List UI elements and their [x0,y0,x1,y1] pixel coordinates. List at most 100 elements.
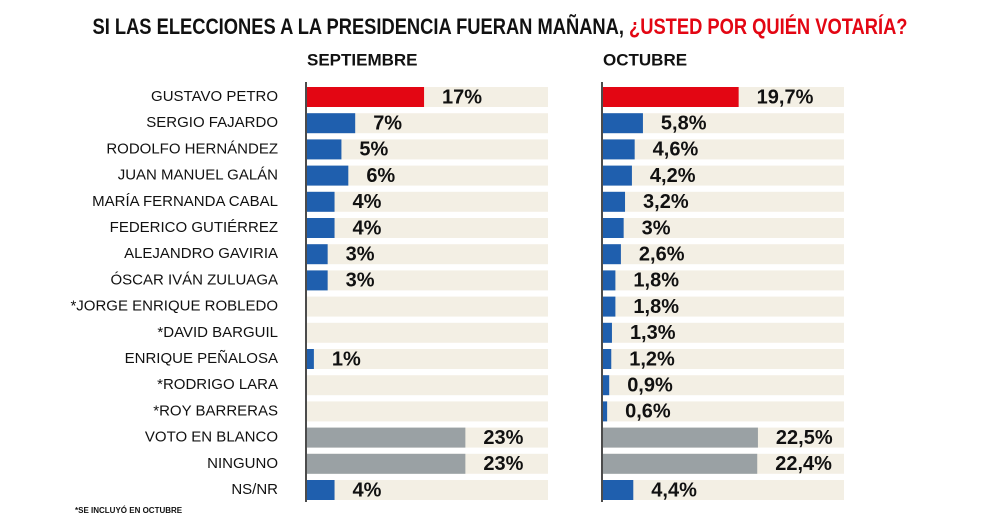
bar-track [603,165,844,186]
value-label: 7% [373,112,402,134]
bar [307,270,328,291]
bar-track [307,270,548,291]
bar-track [603,218,844,238]
value-label: 1,3% [630,322,676,344]
value-label: 1% [332,348,361,370]
value-label: 3% [346,270,375,292]
bar [307,427,466,448]
bar-track [603,375,844,396]
value-label: 4,4% [651,479,697,501]
category-label: VOTO EN BLANCO [145,429,278,446]
bar-track [307,218,548,238]
bar [307,218,335,238]
bar [603,244,621,265]
bar-track [603,296,844,317]
value-label: 1,8% [633,270,679,292]
bar-track [307,375,548,396]
bar [307,113,356,134]
bar [307,165,349,186]
bar-track [307,322,548,343]
category-label: *RODRIGO LARA [157,376,278,393]
bar [307,87,425,107]
category-label: ENRIQUE PEÑALOSA [125,350,278,367]
value-label: 0,9% [627,374,673,396]
bar-track [603,401,844,422]
category-label: MARÍA FERNANDA CABAL [92,193,278,210]
value-label: 5% [359,139,388,161]
category-label: FEDERICO GUTIÉRREZ [110,219,278,236]
bar-track [603,244,844,265]
title-text: SI LAS ELECCIONES A LA PRESIDENCIA FUERA… [93,14,630,39]
bar [307,349,314,369]
value-label: 0,6% [625,401,671,423]
bar [603,139,635,160]
bar-track [603,270,844,291]
category-label: GUSTAVO PETRO [151,88,278,105]
value-label: 4,2% [650,165,696,187]
bar [603,165,632,186]
value-label: 1,8% [633,296,679,318]
bar [307,453,466,474]
category-label: *DAVID BARGUIL [157,324,278,341]
bar [603,113,643,134]
bar-track [603,349,844,369]
bar [603,375,610,396]
bar-track [307,139,548,160]
value-label: 23% [483,427,523,449]
category-label: JUAN MANUEL GALÁN [118,167,278,184]
value-label: 3% [642,217,671,239]
chart-title: SI LAS ELECCIONES A LA PRESIDENCIA FUERA… [93,14,908,39]
bar [603,218,624,238]
category-label: ALEJANDRO GAVIRIA [124,245,278,262]
bar-track [603,322,844,343]
category-label: RODOLFO HERNÁNDEZ [106,140,278,157]
category-label: *JORGE ENRIQUE ROBLEDO [70,298,278,315]
bar [603,480,634,500]
bar-track [307,480,548,500]
category-label: NINGUNO [207,455,278,472]
bar-track [307,244,548,265]
bar-track [603,191,844,212]
bar-track [307,349,548,369]
value-label: 4,6% [653,139,699,161]
value-label: 4% [353,217,382,239]
value-label: 23% [483,453,523,475]
bar [307,480,335,500]
category-label: *ROY BARRERAS [153,402,278,419]
value-label: 22,5% [776,427,833,449]
bar [603,322,612,343]
bar [307,191,335,212]
value-label: 22,4% [775,453,832,475]
bar-track [307,113,548,134]
bar [603,349,612,369]
title-highlight: ¿USTED POR QUIÉN VOTARÍA? [629,14,907,39]
bar [603,87,739,107]
bar-track [603,139,844,160]
footnote: *SE INCLUYÓ EN OCTUBRE [75,506,183,515]
bar [307,139,342,160]
bar [603,296,616,317]
category-label: SERGIO FAJARDO [146,114,278,131]
bar [603,401,608,422]
value-label: 5,8% [661,112,707,134]
value-label: 3,2% [643,191,689,213]
value-label: 1,2% [629,348,675,370]
series-header: OCTUBRE [603,50,687,69]
bar-track [307,296,548,317]
bar [603,427,758,448]
value-label: 3% [346,243,375,265]
bar-track [603,480,844,500]
bar-track [307,165,548,186]
value-label: 6% [366,165,395,187]
bar [603,270,616,291]
bar-track [603,113,844,134]
category-label: ÓSCAR IVÁN ZULUAGA [110,271,278,288]
value-label: 19,7% [757,86,814,108]
bar [603,453,758,474]
value-label: 17% [442,86,482,108]
bar-track [307,401,548,422]
bar-track [307,191,548,212]
bar [307,244,328,265]
series-header: SEPTIEMBRE [307,50,418,69]
